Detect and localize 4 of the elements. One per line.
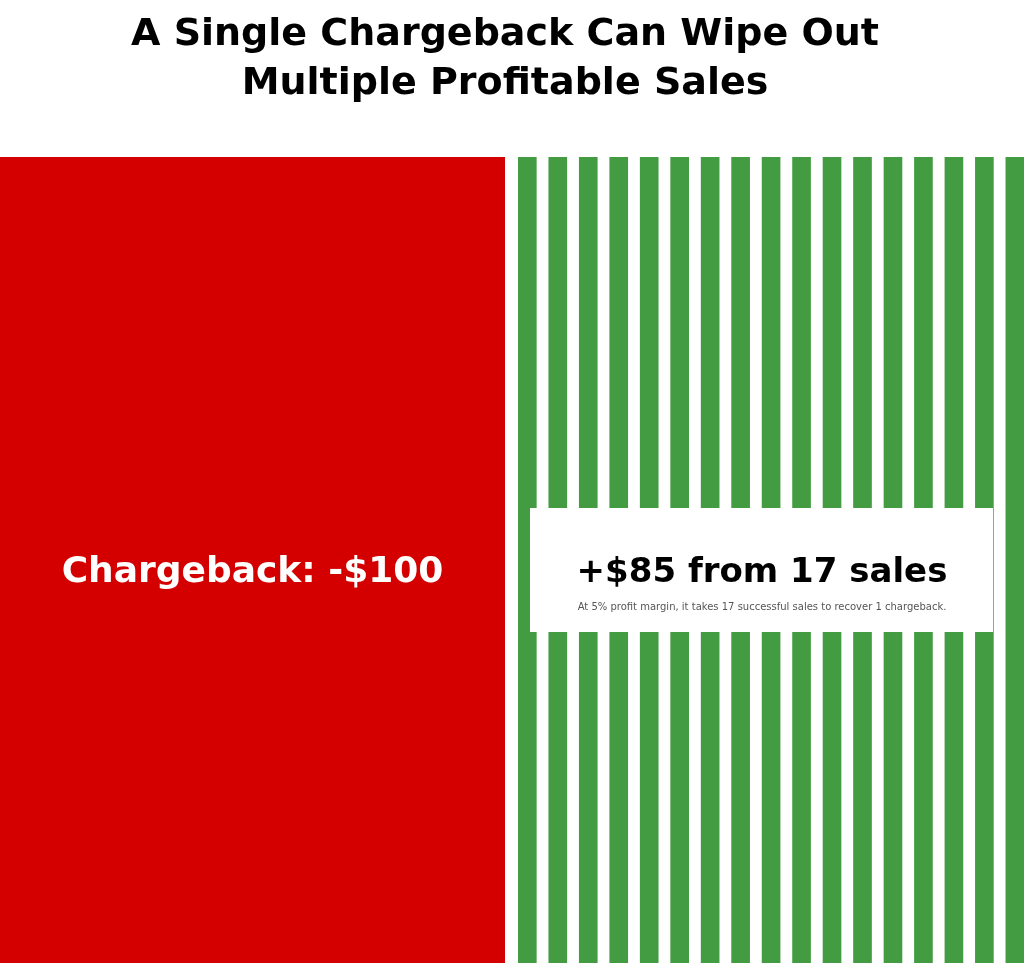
text: A Single Chargeback Can Wipe Out Multiple Profitable Sales <box>131 10 879 103</box>
data-label: +$85 from 17 sales <box>576 550 948 590</box>
data-label: Chargeback: -$100 <box>61 549 444 590</box>
text: At 5% profit margin, it takes 17 successful sales to recover 1 chargeback. <box>577 601 947 612</box>
